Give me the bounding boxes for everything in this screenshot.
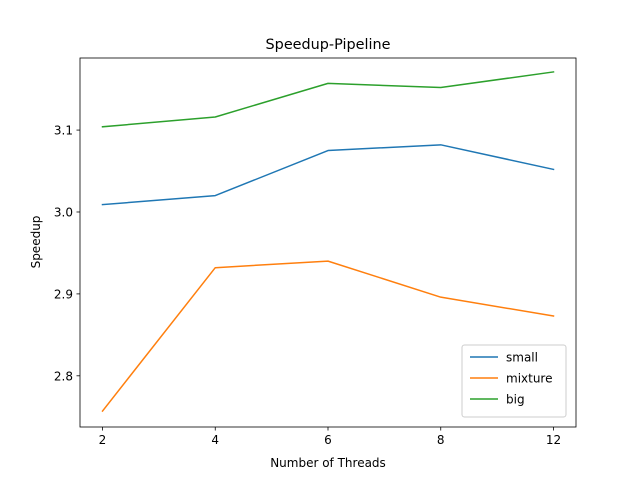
x-axis-title: Number of Threads xyxy=(270,456,386,470)
legend: small mixture big xyxy=(461,344,567,418)
x-tick-label: 6 xyxy=(324,433,332,447)
series-line-small xyxy=(101,144,555,206)
y-axis-title: Speedup xyxy=(29,216,43,269)
y-tick-label: 3.1 xyxy=(54,124,73,138)
legend-label-mixture: mixture xyxy=(506,372,553,386)
y-tick-label: 2.9 xyxy=(54,287,73,301)
series-line-mixture xyxy=(101,260,555,413)
series-line-big xyxy=(101,71,555,128)
x-tick-label: 2 xyxy=(99,433,107,447)
chart-title: Speedup-Pipeline xyxy=(266,37,391,53)
y-tick-label: 3.0 xyxy=(54,205,73,219)
y-axis: 2.8 2.9 3.0 3.1 xyxy=(54,124,80,383)
x-tick-label: 8 xyxy=(437,433,445,447)
x-tick-label: 4 xyxy=(211,433,219,447)
x-axis: 2 4 6 8 12 xyxy=(99,427,561,447)
series-layer xyxy=(101,71,555,413)
legend-label-small: small xyxy=(506,351,538,365)
x-tick-label: 12 xyxy=(546,433,561,447)
y-tick-label: 2.8 xyxy=(54,369,73,383)
legend-label-big: big xyxy=(506,393,525,407)
